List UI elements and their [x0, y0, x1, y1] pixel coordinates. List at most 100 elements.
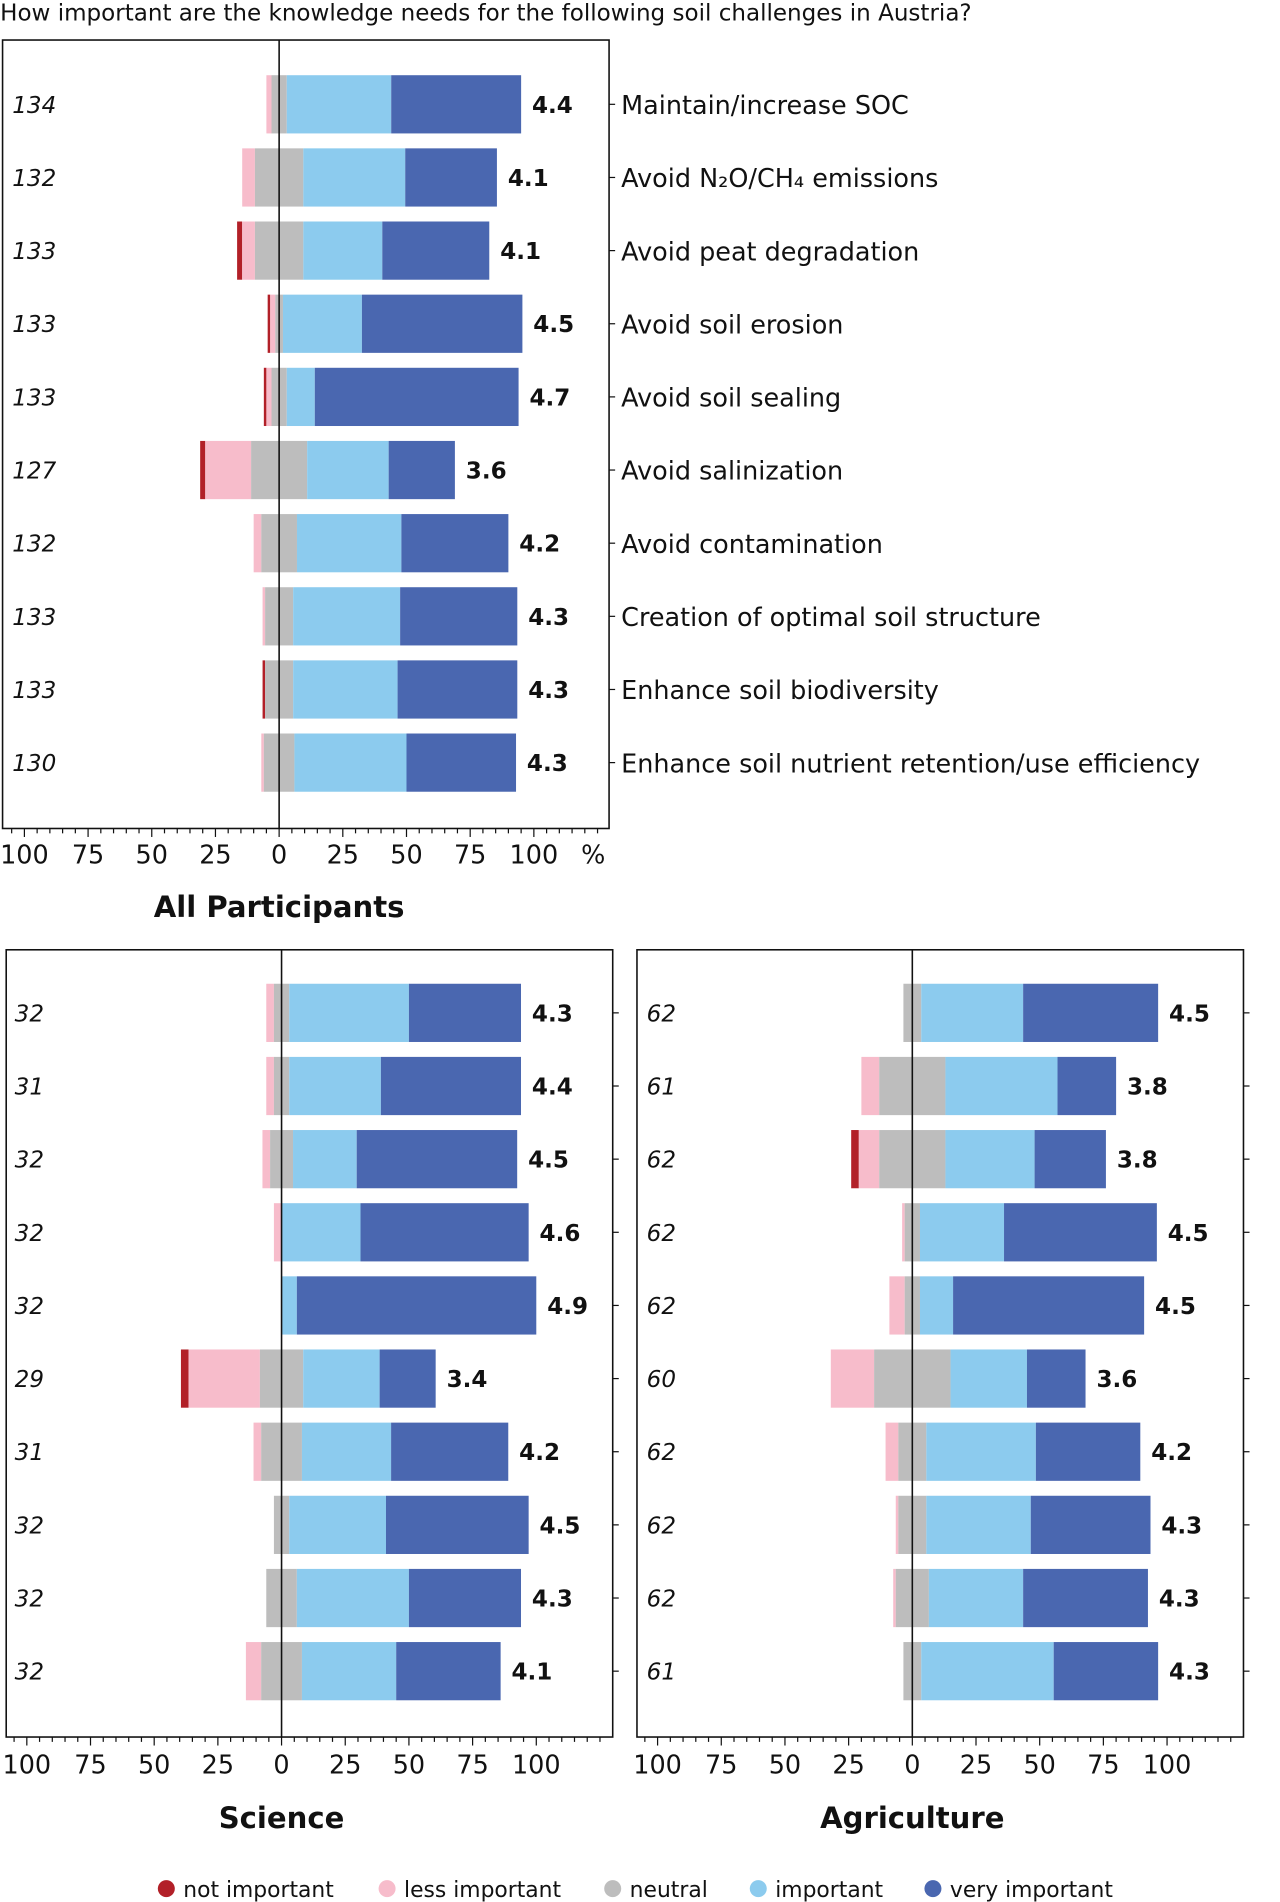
- bar-segment-important: [286, 367, 315, 427]
- n-label: 132: [12, 532, 56, 558]
- bar-segment-very-important: [953, 1276, 1145, 1335]
- mean-label: 4.3: [527, 751, 568, 777]
- bar-segment-not-important: [200, 440, 206, 500]
- x-tick-label: 25: [329, 1750, 361, 1780]
- bar-segment-less-important: [270, 294, 276, 353]
- bar-segment-less-important: [266, 1056, 274, 1116]
- bar-row: 4.3 62: [647, 1568, 1250, 1628]
- mean-label: 4.4: [532, 93, 573, 119]
- bar-segment-important: [303, 148, 406, 207]
- n-label: 32: [15, 1001, 44, 1027]
- n-label: 60: [647, 1367, 676, 1393]
- x-tick-label: 75: [456, 1750, 488, 1780]
- mean-label: 4.1: [512, 1660, 553, 1686]
- bar-row: 4.3 61: [647, 1642, 1250, 1701]
- bar-segment-less-important: [273, 1203, 282, 1262]
- mean-label: 4.5: [1168, 1221, 1209, 1247]
- x-tick-label: 25: [327, 841, 359, 871]
- legend-marker: [924, 1880, 942, 1898]
- bar-row: 4.1 132 Avoid N₂O/CH₄ emissions: [12, 148, 938, 207]
- n-label: 133: [12, 605, 56, 631]
- bar-segment-very-important: [397, 660, 518, 719]
- mean-label: 4.3: [1159, 1587, 1200, 1613]
- n-label: 62: [647, 1001, 676, 1027]
- legend-marker: [378, 1880, 396, 1898]
- panel-agriculture: 4.5 62 3.8 61 3.8 62 4.5 62 4.5 62 3.6 60 4.2 62 4.3 62…: [633, 948, 1250, 1835]
- bar-segment-very-important: [382, 221, 490, 280]
- bar-segment-important: [303, 1349, 380, 1408]
- x-tick-label: 75: [1087, 1750, 1119, 1780]
- n-label: 62: [647, 1221, 676, 1247]
- bar-segment-very-important: [391, 75, 522, 134]
- x-tick-label: 100: [633, 1750, 682, 1780]
- bar-row: 4.2 62: [647, 1422, 1250, 1481]
- bar-segment-very-important: [1034, 1130, 1106, 1189]
- mean-label: 4.2: [1151, 1440, 1192, 1466]
- bar-row: 4.1 133 Avoid peat degradation: [12, 221, 919, 280]
- legend-label: important: [775, 1878, 883, 1902]
- legend-label: not important: [183, 1878, 334, 1902]
- legend-label: very important: [950, 1878, 1113, 1902]
- bar-segment-important: [289, 983, 409, 1042]
- bar-segment-very-important: [400, 587, 518, 646]
- bar-row: 3.6 127 Avoid salinization: [12, 440, 843, 500]
- bar-segment-very-important: [396, 1642, 501, 1701]
- bar-segment-important: [926, 1495, 1031, 1554]
- bar-segment-very-important: [360, 1203, 529, 1262]
- bar-segment-important: [282, 294, 362, 353]
- bar-segment-less-important: [893, 1568, 896, 1628]
- n-label: 31: [15, 1440, 44, 1466]
- n-label: 133: [12, 385, 56, 411]
- n-label: 134: [12, 93, 56, 119]
- n-label: 133: [12, 312, 56, 338]
- bar-segment-important: [281, 1203, 361, 1262]
- bar-row: 4.3 133 Enhance soil biodiversity: [12, 660, 939, 719]
- bar-segment-less-important: [262, 1130, 271, 1189]
- n-label: 32: [15, 1221, 44, 1247]
- bar-segment-not-important: [262, 660, 266, 719]
- category-label: Creation of optimal soil structure: [621, 603, 1041, 633]
- bar-segment-less-important: [188, 1349, 260, 1408]
- mean-label: 3.8: [1127, 1074, 1168, 1100]
- bar-row: 4.3 32: [15, 1568, 619, 1628]
- x-tick-label: 25: [960, 1750, 992, 1780]
- bar-segment-less-important: [253, 514, 262, 573]
- bar-segment-important: [289, 1495, 386, 1554]
- bar-segment-very-important: [1026, 1349, 1086, 1408]
- bar-segment-very-important: [1057, 1056, 1117, 1116]
- mean-label: 4.3: [528, 605, 569, 631]
- plot-frame: [1, 39, 610, 830]
- bar-segment-important: [950, 1349, 1027, 1408]
- n-label: 61: [647, 1074, 676, 1100]
- legend-marker: [604, 1880, 622, 1898]
- bar-row: 4.5 133 Avoid soil erosion: [12, 294, 843, 353]
- bar-segment-important: [293, 587, 401, 646]
- bar-segment-important: [293, 1130, 357, 1189]
- bar-segment-less-important: [889, 1276, 905, 1335]
- bar-row: 4.5 32: [15, 1130, 619, 1189]
- bar-segment-less-important: [902, 1203, 905, 1262]
- bar-row: 4.5 62: [647, 983, 1250, 1042]
- bar-segment-very-important: [408, 983, 522, 1042]
- bar-segment-not-important: [237, 221, 243, 280]
- n-label: 62: [647, 1294, 676, 1320]
- bar-segment-less-important: [895, 1495, 899, 1554]
- bar-segment-important: [921, 1642, 1054, 1701]
- x-tick-label: 100: [510, 841, 559, 871]
- bar-row: 4.3 133 Creation of optimal soil structure: [12, 587, 1041, 646]
- x-tick-label: 75: [454, 841, 486, 871]
- legend-item: important: [749, 1878, 884, 1902]
- bar-segment-not-important: [851, 1130, 859, 1189]
- bar-segment-very-important: [1035, 1422, 1141, 1481]
- bar-segment-less-important: [858, 1130, 880, 1189]
- legend-item: very important: [924, 1878, 1113, 1902]
- n-label: 133: [12, 239, 56, 265]
- mean-label: 4.3: [1161, 1513, 1202, 1539]
- category-label: Avoid salinization: [621, 457, 843, 487]
- mean-label: 4.5: [528, 1148, 569, 1174]
- n-label: 32: [15, 1294, 44, 1320]
- legend-marker: [749, 1880, 767, 1898]
- bar-segment-important: [919, 1276, 954, 1335]
- mean-label: 4.3: [532, 1587, 573, 1613]
- bar-segment-important: [281, 1276, 297, 1335]
